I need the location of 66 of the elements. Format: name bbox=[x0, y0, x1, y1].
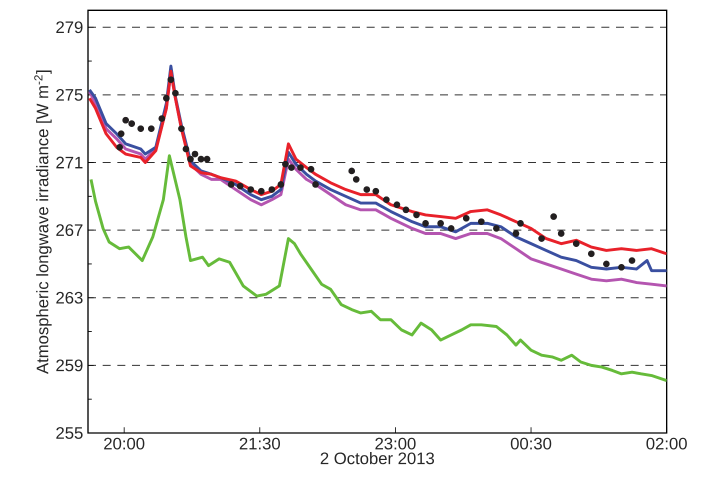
point bbox=[538, 235, 545, 242]
point bbox=[383, 196, 390, 204]
point bbox=[603, 260, 610, 268]
point bbox=[462, 214, 470, 222]
point bbox=[493, 225, 500, 232]
point bbox=[297, 164, 304, 171]
x-tick-label: 20:00 bbox=[104, 438, 144, 450]
point bbox=[198, 156, 204, 162]
point bbox=[268, 186, 276, 193]
point bbox=[168, 76, 174, 83]
y-tick-label: 279 bbox=[56, 21, 83, 34]
point bbox=[448, 225, 455, 232]
point bbox=[517, 220, 524, 227]
point bbox=[512, 230, 520, 237]
point bbox=[308, 166, 314, 173]
point bbox=[572, 240, 580, 247]
point bbox=[137, 125, 144, 132]
y-tick-label: 271 bbox=[56, 156, 82, 168]
point bbox=[394, 201, 400, 208]
line-series bbox=[90, 154, 667, 382]
point bbox=[204, 156, 210, 162]
y-tick-label: 255 bbox=[56, 427, 83, 439]
point bbox=[182, 146, 190, 152]
point bbox=[363, 186, 370, 193]
x-tick-label: 23:00 bbox=[375, 438, 416, 450]
point bbox=[288, 164, 295, 171]
point bbox=[558, 230, 565, 237]
point bbox=[278, 181, 284, 188]
x-tick-label: 21:30 bbox=[240, 438, 280, 450]
y-tick-label: 263 bbox=[56, 292, 83, 304]
y-tick-label: 267 bbox=[56, 224, 82, 236]
point bbox=[178, 125, 185, 132]
point bbox=[172, 90, 179, 97]
point bbox=[122, 116, 130, 124]
x-axis-title: 2 October 2013 bbox=[320, 452, 434, 464]
y-axis-title: Atmospheric longwave irradiance [W m$^{-2}$] bbox=[34, 70, 52, 374]
point bbox=[192, 150, 198, 158]
point bbox=[247, 186, 254, 193]
point bbox=[148, 125, 155, 132]
point bbox=[588, 250, 595, 258]
point bbox=[187, 156, 194, 162]
x-tick-label: 00:30 bbox=[510, 438, 552, 450]
point bbox=[372, 188, 380, 195]
y-tick-label: 275 bbox=[56, 88, 83, 101]
point bbox=[352, 176, 360, 183]
point bbox=[282, 160, 289, 168]
point bbox=[163, 94, 170, 102]
point bbox=[437, 220, 444, 227]
point bbox=[413, 212, 420, 218]
point bbox=[348, 168, 356, 174]
point bbox=[158, 115, 166, 122]
point bbox=[312, 181, 319, 188]
point bbox=[628, 257, 636, 264]
y-tick-label: 259 bbox=[56, 359, 83, 372]
point bbox=[618, 264, 625, 271]
x-tick-label: 02:00 bbox=[646, 438, 687, 450]
point bbox=[402, 206, 410, 214]
point bbox=[228, 181, 234, 188]
point bbox=[118, 130, 124, 138]
point bbox=[258, 188, 265, 195]
point bbox=[116, 144, 123, 151]
point bbox=[236, 182, 244, 190]
point bbox=[478, 218, 485, 226]
point bbox=[550, 213, 557, 220]
point bbox=[128, 120, 136, 127]
point bbox=[422, 220, 429, 227]
